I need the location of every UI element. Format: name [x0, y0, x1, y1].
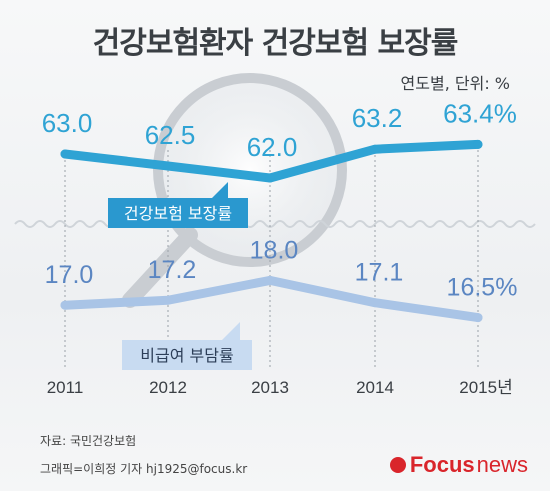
focusnews-logo: Focus news [389, 452, 528, 478]
data-point [473, 139, 483, 149]
data-point [473, 313, 483, 323]
series-line [60, 275, 483, 323]
data-point [370, 298, 380, 308]
data-label: 62.5 [145, 120, 196, 150]
data-label: 16.5% [447, 274, 518, 302]
series-name-label: 건강보험 보장률 [124, 204, 232, 223]
data-point [60, 300, 70, 310]
logo-dot-icon [389, 457, 406, 473]
data-point [163, 161, 173, 171]
x-tick-label: 2013 [251, 378, 289, 397]
data-label: 63.0 [42, 108, 93, 138]
data-label: 63.2 [352, 103, 403, 133]
data-label: 62.0 [247, 132, 298, 162]
series-tag-pointer [212, 182, 228, 198]
source-note: 자료: 국민건강보험 [40, 434, 137, 448]
data-point [163, 295, 173, 305]
data-label: 17.0 [45, 261, 94, 289]
chart-title: 건강보험환자 건강보험 보장률 [92, 26, 459, 61]
series-tag-pointer [222, 322, 240, 340]
logo-suffix: news [476, 452, 528, 477]
data-label: 17.1 [355, 259, 404, 287]
data-label: 17.2 [148, 256, 197, 284]
series-tag-box [108, 198, 248, 228]
magnifier-handle [122, 227, 198, 308]
chart-subtitle: 연도별, 단위: % [400, 74, 510, 93]
data-point [370, 144, 380, 154]
data-label: 18.0 [250, 236, 299, 264]
data-point [60, 149, 70, 159]
axis-break [14, 220, 536, 228]
credit-note: 그래픽=이희정 기자 hj1925@focus.kr [40, 462, 248, 476]
series-name-label: 비급여 부담률 [140, 346, 233, 365]
data-point [265, 275, 275, 285]
x-tick-label: 2011 [47, 378, 84, 397]
data-label: 63.4% [443, 98, 517, 128]
x-tick-label: 2015년 [459, 378, 512, 397]
x-tick-label: 2012 [149, 378, 187, 397]
x-tick-label: 2014 [356, 378, 394, 397]
line-chart: 63.0 62.5 62.0 63.2 63.4% 17.0 17.2 18.0 17.1 16.… [14, 73, 536, 397]
logo-brand: Focus [409, 452, 475, 477]
series-tag-box [122, 340, 252, 370]
data-point [265, 173, 275, 183]
